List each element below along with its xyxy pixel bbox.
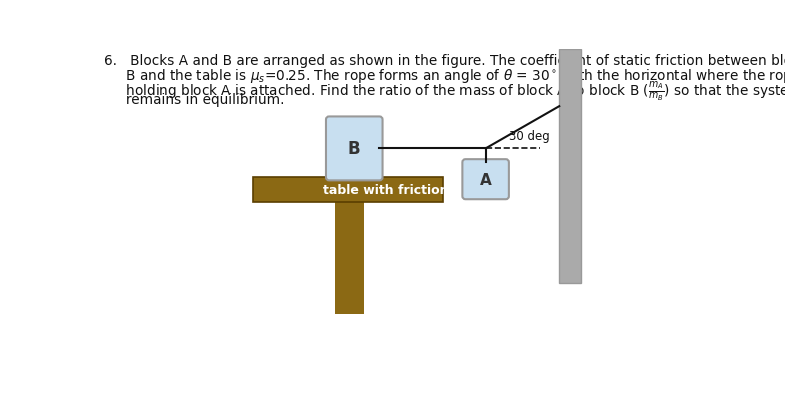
Bar [334,202,364,314]
Bar [559,50,581,283]
Text: table with friction: table with friction [323,184,448,197]
Text: B: B [348,140,360,158]
FancyBboxPatch shape [326,117,382,181]
Text: remains in equilibrium.: remains in equilibrium. [104,93,285,107]
Text: 6.   Blocks A and B are arranged as shown in the figure. The coefficient of stat: 6. Blocks A and B are arranged as shown … [104,54,785,68]
Text: A: A [480,172,491,187]
Text: 30 deg: 30 deg [509,130,550,143]
Text: holding block A is attached. Find the ratio of the mass of block A to block B ($: holding block A is attached. Find the ra… [104,79,785,102]
Text: B and the table is $\mu_s$=0.25. The rope forms an angle of $\theta$ = 30$^\circ: B and the table is $\mu_s$=0.25. The rop… [104,66,785,84]
FancyBboxPatch shape [462,160,509,200]
Bar [253,178,443,202]
